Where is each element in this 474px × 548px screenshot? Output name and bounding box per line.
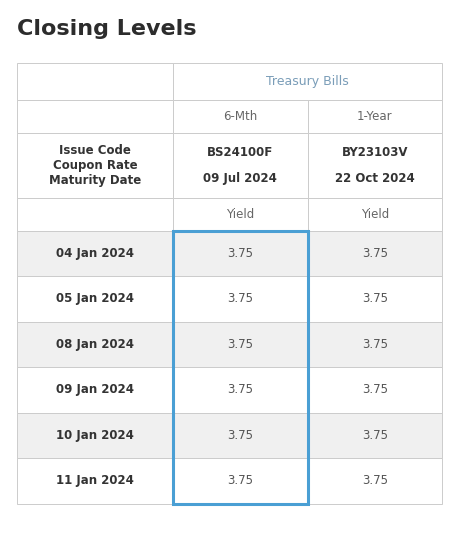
Bar xyxy=(308,198,442,231)
Text: 3.75: 3.75 xyxy=(362,384,388,396)
Bar xyxy=(17,322,173,367)
Bar xyxy=(17,231,173,276)
Text: 09 Jan 2024: 09 Jan 2024 xyxy=(56,384,134,396)
Text: Issue Code
Coupon Rate
Maturity Date: Issue Code Coupon Rate Maturity Date xyxy=(49,144,141,187)
Text: 3.75: 3.75 xyxy=(362,338,388,351)
Bar xyxy=(17,198,173,231)
Text: 05 Jan 2024: 05 Jan 2024 xyxy=(56,293,134,305)
Bar xyxy=(308,322,442,367)
Text: 3.75: 3.75 xyxy=(228,475,253,487)
Text: BS24100F: BS24100F xyxy=(207,146,273,159)
Text: Yield: Yield xyxy=(226,208,255,221)
Bar xyxy=(173,276,308,322)
Bar xyxy=(308,100,442,133)
Text: 3.75: 3.75 xyxy=(228,338,253,351)
Bar xyxy=(17,100,173,133)
Text: 3.75: 3.75 xyxy=(362,429,388,442)
Bar xyxy=(308,413,442,458)
Text: 09 Jul 2024: 09 Jul 2024 xyxy=(203,172,277,185)
Text: 08 Jan 2024: 08 Jan 2024 xyxy=(56,338,134,351)
Text: 3.75: 3.75 xyxy=(362,475,388,487)
Bar xyxy=(17,276,173,322)
Text: Yield: Yield xyxy=(361,208,389,221)
Bar xyxy=(17,133,173,198)
Bar xyxy=(173,63,442,100)
Text: 3.75: 3.75 xyxy=(228,247,253,260)
Bar xyxy=(308,367,442,413)
Text: 1-Year: 1-Year xyxy=(357,110,392,123)
Text: 22 Oct 2024: 22 Oct 2024 xyxy=(335,172,415,185)
Text: 6-Mth: 6-Mth xyxy=(223,110,257,123)
Text: 10 Jan 2024: 10 Jan 2024 xyxy=(56,429,134,442)
Text: 3.75: 3.75 xyxy=(228,384,253,396)
Bar xyxy=(173,413,308,458)
Bar xyxy=(308,276,442,322)
Bar xyxy=(173,198,308,231)
Text: BY23103V: BY23103V xyxy=(341,146,408,159)
Bar xyxy=(173,322,308,367)
Bar xyxy=(173,231,308,504)
Bar xyxy=(17,458,173,504)
Text: 3.75: 3.75 xyxy=(228,293,253,305)
Bar xyxy=(173,367,308,413)
Bar xyxy=(308,231,442,276)
Bar xyxy=(173,100,308,133)
Bar xyxy=(173,231,308,276)
Bar xyxy=(308,133,442,198)
Text: 04 Jan 2024: 04 Jan 2024 xyxy=(56,247,134,260)
Bar xyxy=(17,63,173,100)
Text: 3.75: 3.75 xyxy=(362,247,388,260)
Text: 3.75: 3.75 xyxy=(228,429,253,442)
Bar xyxy=(308,458,442,504)
Text: 11 Jan 2024: 11 Jan 2024 xyxy=(56,475,134,487)
Text: Treasury Bills: Treasury Bills xyxy=(266,75,349,88)
Bar xyxy=(173,458,308,504)
Bar xyxy=(173,133,308,198)
Text: 3.75: 3.75 xyxy=(362,293,388,305)
Bar xyxy=(17,367,173,413)
Bar xyxy=(17,413,173,458)
Text: Closing Levels: Closing Levels xyxy=(17,19,196,39)
